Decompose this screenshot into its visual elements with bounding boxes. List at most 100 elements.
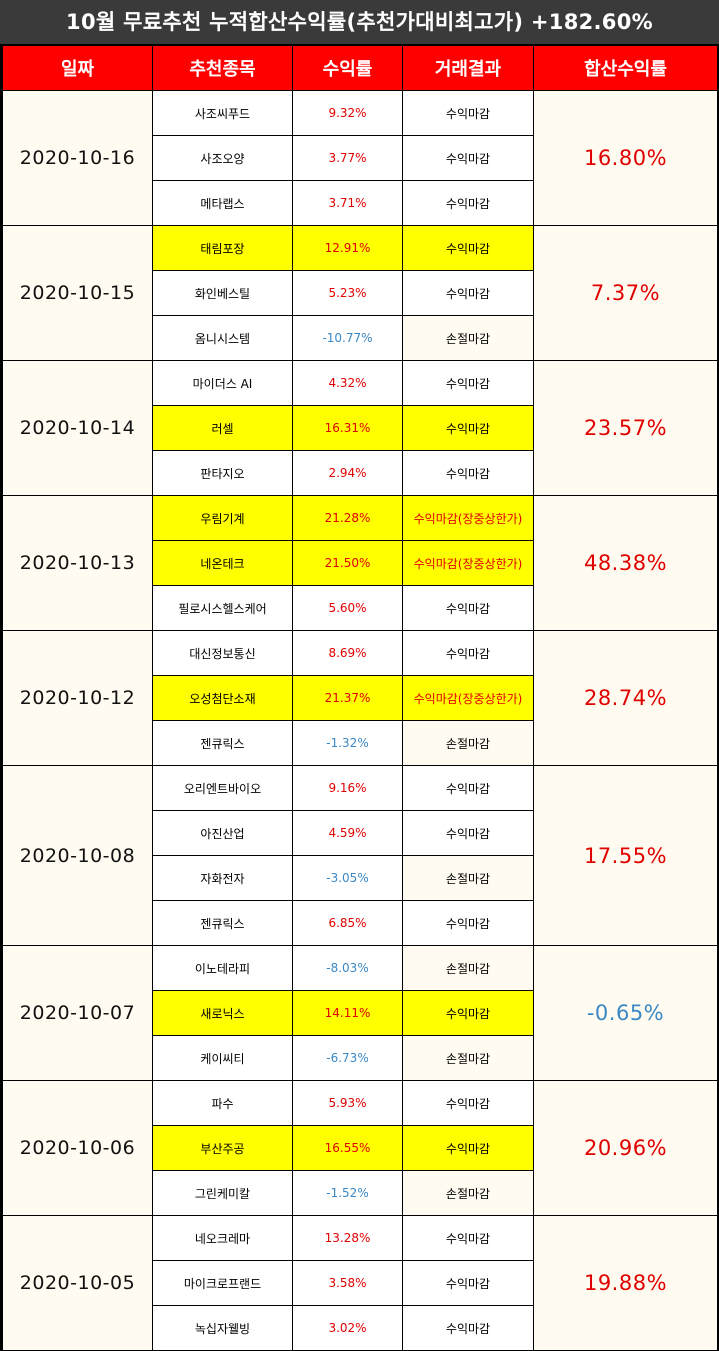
recommendation-date: 2020-10-06 bbox=[2, 1080, 153, 1216]
stock-name: 사조오양 bbox=[152, 135, 293, 181]
stock-name: 자화전자 bbox=[152, 855, 293, 901]
return-rate: 3.02% bbox=[292, 1305, 403, 1351]
combined-return: 20.96% bbox=[533, 1080, 718, 1216]
stock-name: 네오크레마 bbox=[152, 1215, 293, 1261]
combined-return: -0.65% bbox=[533, 945, 718, 1081]
recommendation-date: 2020-10-12 bbox=[2, 630, 153, 766]
table-row: 자화전자 -3.05% 손절마감 bbox=[3, 855, 718, 901]
combined-return: 23.57% bbox=[533, 360, 718, 496]
table-row: 필로시스헬스케어 5.60% 수익마감 bbox=[3, 585, 718, 631]
stock-name: 대신정보통신 bbox=[152, 630, 293, 676]
header-result: 거래결과 bbox=[402, 45, 534, 91]
stock-name: 이노테라피 bbox=[152, 945, 293, 991]
stock-name: 필로시스헬스케어 bbox=[152, 585, 293, 631]
trade-result: 수익마감 bbox=[402, 900, 534, 946]
trade-result: 수익마감(장중상한가) bbox=[402, 540, 534, 586]
trade-result: 수익마감 bbox=[402, 1215, 534, 1261]
return-rate: 9.32% bbox=[292, 90, 403, 136]
header-rate: 수익률 bbox=[292, 45, 403, 91]
recommendation-date: 2020-10-07 bbox=[2, 945, 153, 1081]
return-rate: 3.71% bbox=[292, 180, 403, 226]
stock-name: 아진산업 bbox=[152, 810, 293, 856]
table-row: 2020-10-08 오리엔트바이오 9.16% 수익마감 17.55% bbox=[2, 765, 718, 946]
return-rate: 13.28% bbox=[292, 1215, 403, 1261]
trade-result: 수익마감 bbox=[402, 405, 534, 451]
return-rate: 8.69% bbox=[292, 630, 403, 676]
stock-name: 마이더스 AI bbox=[152, 360, 293, 406]
header-date: 일짜 bbox=[2, 45, 153, 91]
stock-name: 우림기계 bbox=[152, 495, 293, 541]
return-rate: 21.28% bbox=[292, 495, 403, 541]
trade-result: 수익마감 bbox=[402, 585, 534, 631]
return-rate: 9.16% bbox=[292, 765, 403, 811]
stock-name: 판타지오 bbox=[152, 450, 293, 496]
table-row: 판타지오 2.94% 수익마감 bbox=[3, 450, 718, 496]
trade-result: 손절마감 bbox=[402, 855, 534, 901]
stock-name: 젠큐릭스 bbox=[152, 720, 293, 766]
stock-name: 녹십자웰빙 bbox=[152, 1305, 293, 1351]
return-rate: 5.23% bbox=[292, 270, 403, 316]
table-row: 2020-10-07 이노테라피 -8.03% 손절마감 -0.65% bbox=[2, 945, 718, 1081]
table-header: 일짜 추천종목 수익률 거래결과 합산수익률 bbox=[2, 45, 718, 91]
trade-result: 손절마감 bbox=[402, 1035, 534, 1081]
return-rate: -1.52% bbox=[292, 1170, 403, 1216]
combined-return: 48.38% bbox=[533, 495, 718, 631]
trade-result: 수익마감 bbox=[402, 1260, 534, 1306]
page-title: 10월 무료추천 누적합산수익률(추천가대비최고가) +182.60% bbox=[0, 0, 719, 44]
return-rate: 16.31% bbox=[292, 405, 403, 451]
trade-result: 수익마감(장중상한가) bbox=[402, 495, 534, 541]
stock-name: 네온테크 bbox=[152, 540, 293, 586]
return-rate: 16.55% bbox=[292, 1125, 403, 1171]
recommendation-date: 2020-10-05 bbox=[2, 1215, 153, 1351]
stock-name: 옴니시스템 bbox=[152, 315, 293, 361]
return-rate: 3.58% bbox=[292, 1260, 403, 1306]
recommendation-date: 2020-10-13 bbox=[2, 495, 153, 631]
stock-name: 젠큐릭스 bbox=[152, 900, 293, 946]
return-rate: 5.93% bbox=[292, 1080, 403, 1126]
stock-name: 새로닉스 bbox=[152, 990, 293, 1036]
stock-name: 케이씨티 bbox=[152, 1035, 293, 1081]
recommendation-table: 일짜 추천종목 수익률 거래결과 합산수익률 2020-10-16 사조씨푸드 9.… bbox=[2, 45, 718, 1351]
stock-name: 메타랩스 bbox=[152, 180, 293, 226]
stock-name: 화인베스틸 bbox=[152, 270, 293, 316]
table-row: 그린케미칼 -1.52% 손절마감 bbox=[3, 1170, 718, 1216]
return-rate: 21.50% bbox=[292, 540, 403, 586]
trade-result: 수익마감 bbox=[402, 90, 534, 136]
combined-return: 19.88% bbox=[533, 1215, 718, 1351]
trade-result: 손절마감 bbox=[402, 1170, 534, 1216]
stock-name: 그린케미칼 bbox=[152, 1170, 293, 1216]
trade-result: 수익마감 bbox=[402, 765, 534, 811]
header-sum: 합산수익률 bbox=[533, 45, 718, 91]
table-row: 젠큐릭스 6.85% 수익마감 bbox=[3, 900, 718, 946]
return-rate: 12.91% bbox=[292, 225, 403, 271]
stock-name: 오성첨단소재 bbox=[152, 675, 293, 721]
return-rate: 14.11% bbox=[292, 990, 403, 1036]
trade-result: 수익마감 bbox=[402, 1125, 534, 1171]
table-row: 러셀 16.31% 수익마감 bbox=[3, 405, 718, 451]
stock-name: 사조씨푸드 bbox=[152, 90, 293, 136]
return-rate: -6.73% bbox=[292, 1035, 403, 1081]
return-rate: 4.59% bbox=[292, 810, 403, 856]
table-row: 2020-10-06 파수 5.93% 수익마감 20.96% bbox=[2, 1080, 718, 1216]
table-row: 사조오양 3.77% 수익마감 bbox=[3, 135, 718, 181]
recommendation-date: 2020-10-08 bbox=[2, 765, 153, 946]
stock-name: 태림포장 bbox=[152, 225, 293, 271]
table-row: 네온테크 21.50% 수익마감(장중상한가) bbox=[3, 540, 718, 586]
return-rate: -8.03% bbox=[292, 945, 403, 991]
return-rate: 2.94% bbox=[292, 450, 403, 496]
table-row: 2020-10-13 우림기계 21.28% 수익마감(장중상한가) 48.38% bbox=[2, 495, 718, 631]
table-row: 옴니시스템 -10.77% 손절마감 bbox=[3, 315, 718, 361]
table-row: 메타랩스 3.71% 수익마감 bbox=[3, 180, 718, 226]
trade-result: 수익마감 bbox=[402, 1305, 534, 1351]
table-row: 2020-10-16 사조씨푸드 9.32% 수익마감 16.80% bbox=[2, 90, 718, 226]
table-row: 마이크로프랜드 3.58% 수익마감 bbox=[3, 1260, 718, 1306]
trade-result: 수익마감 bbox=[402, 810, 534, 856]
stock-name: 부산주공 bbox=[152, 1125, 293, 1171]
trade-result: 손절마감 bbox=[402, 945, 534, 991]
trade-result: 손절마감 bbox=[402, 720, 534, 766]
return-rate: 6.85% bbox=[292, 900, 403, 946]
table-body: 2020-10-16 사조씨푸드 9.32% 수익마감 16.80% 사조오양 3.77% 수… bbox=[2, 90, 718, 1351]
table-row: 녹십자웰빙 3.02% 수익마감 bbox=[3, 1305, 718, 1351]
trade-result: 수익마감 bbox=[402, 225, 534, 271]
return-rate: -1.32% bbox=[292, 720, 403, 766]
